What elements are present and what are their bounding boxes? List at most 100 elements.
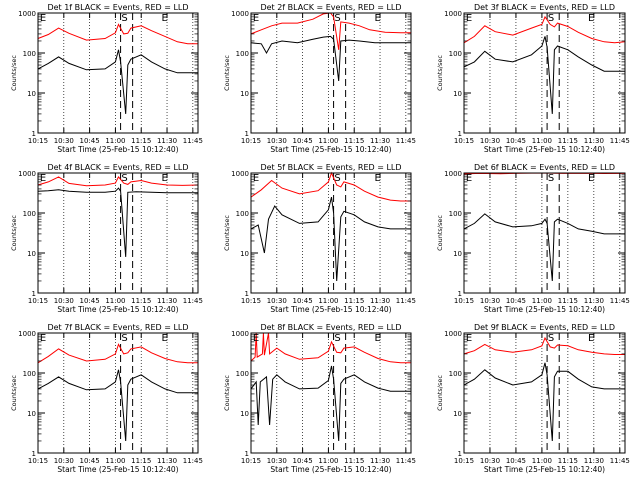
chart-3-x-tick-label: 10:15 [454,137,474,145]
chart-4-series-events-black [37,187,198,257]
chart-5: Det 5f BLACK = Events, RED = LLD 1 10 100 10… [223,163,416,314]
chart-3-y-tick-label: 100 [449,50,462,58]
chart-9-x-tick-label: 11:45 [610,457,630,465]
chart-8-x-label: Start Time (25-Feb-15 10:12:40) [270,465,391,474]
chart-1-marker-e: E [40,13,46,24]
chart-2-x-tick-label: 11:45 [396,137,416,145]
chart-2-marker-s: S [334,13,340,24]
chart-6-marker-s: S [548,173,554,184]
chart-3-series-lld-red [463,15,626,44]
chart-6-y-tick-label: 1000 [444,170,462,178]
chart-5-series-lld-red [250,171,411,202]
chart-5-x-tick-label: 10:30 [267,297,287,305]
chart-3-x-tick-label: 11:45 [610,137,630,145]
chart-2: Det 2f BLACK = Events, RED = LLD 1 10 100 10… [223,3,416,154]
chart-1-marker-e: E [161,13,167,24]
chart-4-series-lld-red [37,175,199,187]
chart-3-y-tick-label: 1000 [444,10,462,18]
chart-7-x-tick-label: 10:15 [28,457,48,465]
chart-1-y-tick-label: 1000 [18,10,36,18]
chart-8-marker-s: S [334,333,340,344]
chart-8-x-tick-label: 10:45 [293,457,313,465]
chart-8-x-tick-label: 11:30 [370,457,390,465]
chart-4: Det 4f BLACK = Events, RED = LLD 1 10 100 10… [10,163,203,314]
chart-3-x-tick-label: 11:30 [584,137,604,145]
chart-2-y-tick-label: 100 [236,50,249,58]
chart-5-y-tick-label: 1000 [231,170,249,178]
chart-6-x-tick-label: 10:15 [454,297,474,305]
chart-6-y-tick-label: 10 [453,250,462,258]
chart-4-x-tick-label: 10:15 [28,297,48,305]
chart-3: Det 3f BLACK = Events, RED = LLD 1 10 100 10… [436,3,630,154]
chart-5-series-events-black [250,196,411,282]
chart-4-y-label: Counts/sec [10,215,18,251]
chart-1-y-tick-label: 10 [27,90,36,98]
chart-6-x-tick-label: 11:00 [532,297,552,305]
chart-1-marker-s: S [121,13,127,24]
chart-5-x-tick-label: 10:15 [241,297,261,305]
chart-3-y-label: Counts/sec [436,55,444,91]
chart-1-x-tick-label: 10:30 [54,137,74,145]
chart-9-title: Det 9f BLACK = Events, RED = LLD [474,323,615,332]
chart-8-title: Det 8f BLACK = Events, RED = LLD [260,323,401,332]
chart-7-x-label: Start Time (25-Feb-15 10:12:40) [57,465,178,474]
chart-9-marker-e: E [588,333,594,344]
chart-5-x-tick-label: 10:45 [293,297,313,305]
chart-4-x-tick-label: 11:15 [131,297,151,305]
chart-1-x-tick-label: 11:45 [183,137,203,145]
chart-6-frame [463,172,626,294]
chart-5-marker-s: S [334,173,340,184]
chart-5-y-tick-label: 10 [240,250,249,258]
chart-3-marker-e: E [588,13,594,24]
chart-6-series-events-black [463,213,625,282]
chart-7-x-tick-label: 11:15 [131,457,151,465]
chart-1-x-tick-label: 11:30 [157,137,177,145]
chart-8-y-tick-label: 10 [240,410,249,418]
chart-4-y-tick-label: 1000 [18,170,36,178]
chart-1-x-label: Start Time (25-Feb-15 10:12:40) [57,145,178,154]
chart-5-x-tick-label: 11:30 [370,297,390,305]
chart-6-marker-e: E [588,173,594,184]
chart-2-y-label: Counts/sec [223,55,231,91]
chart-8-x-tick-label: 10:15 [241,457,261,465]
chart-7-series-events-black [37,369,198,442]
chart-1-series-events-black [37,49,198,114]
chart-5-frame [250,172,412,294]
chart-3-x-tick-label: 11:00 [532,137,552,145]
chart-5-x-label: Start Time (25-Feb-15 10:12:40) [270,305,391,314]
chart-1-x-tick-label: 10:15 [28,137,48,145]
chart-1-x-tick-label: 11:15 [131,137,151,145]
chart-6-marker-e: E [466,173,472,184]
chart-4-marker-s: S [121,173,127,184]
chart-3-x-label: Start Time (25-Feb-15 10:12:40) [484,145,605,154]
chart-4-frame [37,172,199,294]
chart-2-title: Det 2f BLACK = Events, RED = LLD [260,3,401,12]
chart-5-y-tick-label: 100 [236,210,249,218]
chart-3-x-tick-label: 11:15 [558,137,578,145]
chart-2-x-tick-label: 10:15 [241,137,261,145]
chart-2-frame [250,12,412,134]
chart-7-title: Det 7f BLACK = Events, RED = LLD [47,323,188,332]
chart-9-series-lld-red [463,336,625,355]
chart-9-y-tick-label: 10 [453,410,462,418]
chart-7: Det 7f BLACK = Events, RED = LLD 1 10 100 10… [10,323,203,474]
chart-4-x-tick-label: 11:45 [183,297,203,305]
chart-2-marker-e: E [253,13,259,24]
chart-7-marker-s: S [121,333,127,344]
chart-7-y-tick-label: 100 [23,370,36,378]
chart-4-y-tick-label: 100 [23,210,36,218]
chart-6-x-tick-label: 11:15 [558,297,578,305]
chart-9-x-tick-label: 10:30 [480,457,500,465]
chart-5-y-label: Counts/sec [223,215,231,251]
chart-6-x-label: Start Time (25-Feb-15 10:12:40) [484,305,605,314]
chart-8-x-tick-label: 11:45 [396,457,416,465]
chart-4-marker-e: E [161,173,167,184]
chart-9: Det 9f BLACK = Events, RED = LLD 1 10 100 10… [436,323,630,474]
chart-2-y-tick-label: 1000 [231,10,249,18]
chart-7-y-tick-label: 1 [32,450,36,458]
chart-9-frame [463,332,626,454]
chart-2-x-tick-label: 10:30 [267,137,287,145]
chart-4-title: Det 4f BLACK = Events, RED = LLD [47,163,188,172]
chart-7-y-tick-label: 10 [27,410,36,418]
